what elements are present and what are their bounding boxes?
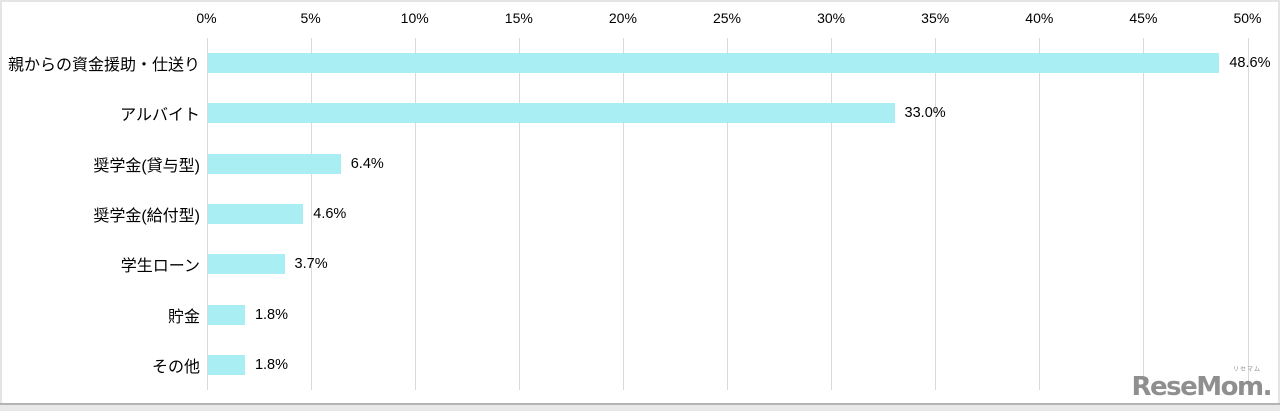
category-label: 貯金 [167,308,200,326]
axis-tick-label: 50% [1233,10,1262,26]
right-edge-border [1278,0,1280,411]
category-label: 奨学金(貸与型) [93,157,200,175]
bar [207,103,895,124]
axis-tick-label: 40% [1025,10,1054,26]
gridline [518,38,520,390]
bar [207,153,341,174]
axis-tick-label: 20% [608,10,637,26]
gridline [622,38,624,390]
resemom-logo-ruby: リセマム [1232,366,1261,373]
gridline [206,38,208,390]
value-label: 33.0% [904,105,946,122]
bar [207,304,245,325]
top-edge-border [0,0,1280,2]
value-label: 1.8% [254,306,289,323]
axis-tick-label: 0% [196,10,217,26]
resemom-logo-text: ReseMom. [1131,372,1273,402]
value-label: 3.7% [294,256,328,273]
bar [207,204,304,224]
gridline [414,38,416,390]
gridline [727,38,728,390]
gridline [1143,38,1145,390]
gridline [1039,38,1041,390]
value-label: 1.8% [254,356,289,373]
category-label: アルバイト [120,107,200,125]
category-label: その他 [151,358,200,376]
resemom-logo: リセマム ReseMom. [1131,367,1273,402]
bottom-border-strip [0,405,1280,411]
bottom-border-line [0,403,1280,405]
category-label: 奨学金(給付型) [93,208,200,225]
axis-tick-label: 10% [400,10,429,26]
bar [207,354,245,375]
bar [207,254,285,275]
category-label: 学生ローン [120,258,200,276]
axis-tick-label: 35% [921,10,950,26]
gridline [310,38,312,390]
left-edge-border [0,0,2,411]
value-label: 48.6% [1229,55,1271,72]
axis-tick-label: 45% [1129,10,1158,26]
gridline [831,38,833,390]
axis-tick-label: 25% [712,10,742,26]
bar [207,53,1220,74]
value-label: 6.4% [350,155,384,172]
category-label: 親からの資金援助・仕送り [7,57,200,75]
gridline [1247,38,1249,390]
axis-tick-label: 5% [300,10,321,26]
value-label: 4.6% [313,206,347,222]
gridline [935,38,937,390]
axis-tick-label: 30% [817,10,846,26]
axis-tick-label: 15% [504,10,533,26]
